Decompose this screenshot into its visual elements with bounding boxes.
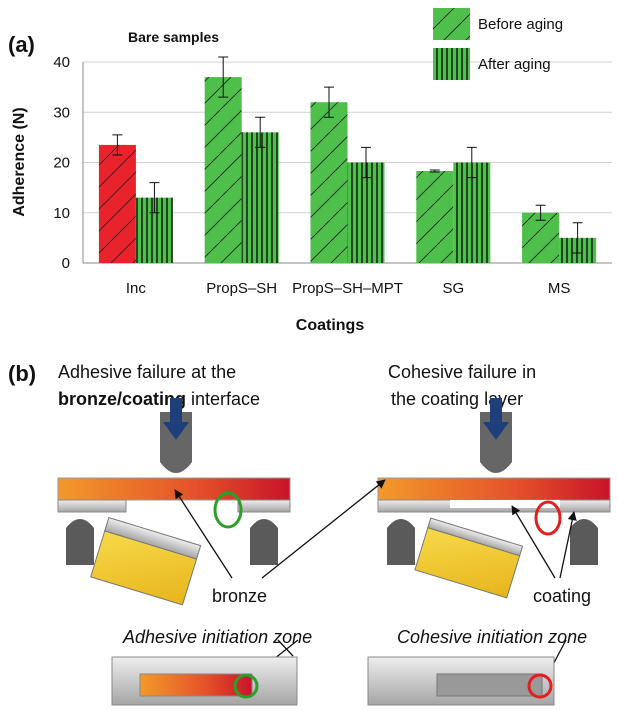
error-bar <box>466 146 477 179</box>
error-bar <box>535 204 546 221</box>
detached-piece <box>90 516 202 606</box>
bar-hatch <box>453 162 491 263</box>
caption-bold: bronze/coating <box>58 389 186 409</box>
error-bar <box>149 182 160 214</box>
arrow <box>163 422 189 440</box>
legend-label: Before aging <box>478 16 563 33</box>
x-axis-label: Coatings <box>296 317 365 334</box>
legend-label: After aging <box>478 56 551 73</box>
caption: Cohesive failure in <box>388 362 536 382</box>
gap <box>450 500 560 508</box>
exposed-coating <box>436 673 543 697</box>
y-tick-label: 10 <box>53 205 70 222</box>
y-tick-label: 30 <box>53 104 70 121</box>
arrow <box>490 398 502 424</box>
legend-swatch-hatch <box>433 8 470 40</box>
bar-hatch <box>522 212 560 263</box>
bar-hatch <box>310 102 348 263</box>
x-tick-label: PropS–SH–MPT <box>292 280 403 297</box>
zone-marker <box>233 673 259 699</box>
zone-marker <box>213 491 243 529</box>
support <box>387 519 415 565</box>
detached-piece <box>414 517 524 599</box>
zone-marker <box>527 673 553 699</box>
support <box>250 519 278 565</box>
y-tick-label: 0 <box>62 255 70 272</box>
coating <box>57 499 127 513</box>
diagram: (b) Adhesive failure at the bronze/coati… <box>8 361 611 706</box>
zone-label: Adhesive initiation zone <box>122 627 312 647</box>
zone-marker <box>534 500 562 536</box>
chart: (a) Bare samples Adherence (N) Coatings … <box>8 8 612 334</box>
arrow <box>170 398 182 424</box>
bronze-bar <box>57 477 291 501</box>
arrow <box>483 422 509 440</box>
error-bar <box>572 222 583 254</box>
label: bronze <box>212 586 267 606</box>
error-bar <box>324 86 334 118</box>
x-tick-label: SG <box>442 280 464 297</box>
x-tick-label: Inc <box>126 280 147 297</box>
bronze-bar <box>377 477 611 501</box>
error-bar <box>361 146 371 179</box>
label: coating <box>533 586 591 606</box>
arrows <box>174 479 577 679</box>
bar-hatch <box>204 77 242 263</box>
bar-hatch <box>347 162 385 263</box>
support <box>66 519 94 565</box>
panel-label: (b) <box>8 361 36 386</box>
caption: the coating layer <box>391 389 523 409</box>
caption: bronze/coating interface <box>58 389 260 409</box>
bar-hatch <box>241 132 279 263</box>
zone-label: Cohesive initiation zone <box>397 627 587 647</box>
caption-rest: interface <box>186 389 260 409</box>
error-bar <box>255 116 266 148</box>
panel-label: (a) <box>8 32 35 57</box>
exposed-bronze <box>139 673 253 697</box>
error-bar <box>112 134 123 156</box>
bar-hatch <box>98 144 136 263</box>
y-axis-label: Adherence (N) <box>11 107 28 216</box>
caption: Adhesive failure at the <box>58 362 236 382</box>
x-tick-label: MS <box>548 280 571 297</box>
support <box>570 519 598 565</box>
x-tick-label: PropS–SH <box>206 280 277 297</box>
chart-title: Bare samples <box>128 29 219 45</box>
y-tick-label: 40 <box>53 54 70 71</box>
error-bar <box>429 169 440 173</box>
y-tick-label: 20 <box>53 155 70 172</box>
bar-hatch <box>416 171 454 263</box>
error-bar <box>218 56 229 98</box>
legend-swatch-hatch <box>433 48 470 80</box>
coating <box>237 499 291 513</box>
